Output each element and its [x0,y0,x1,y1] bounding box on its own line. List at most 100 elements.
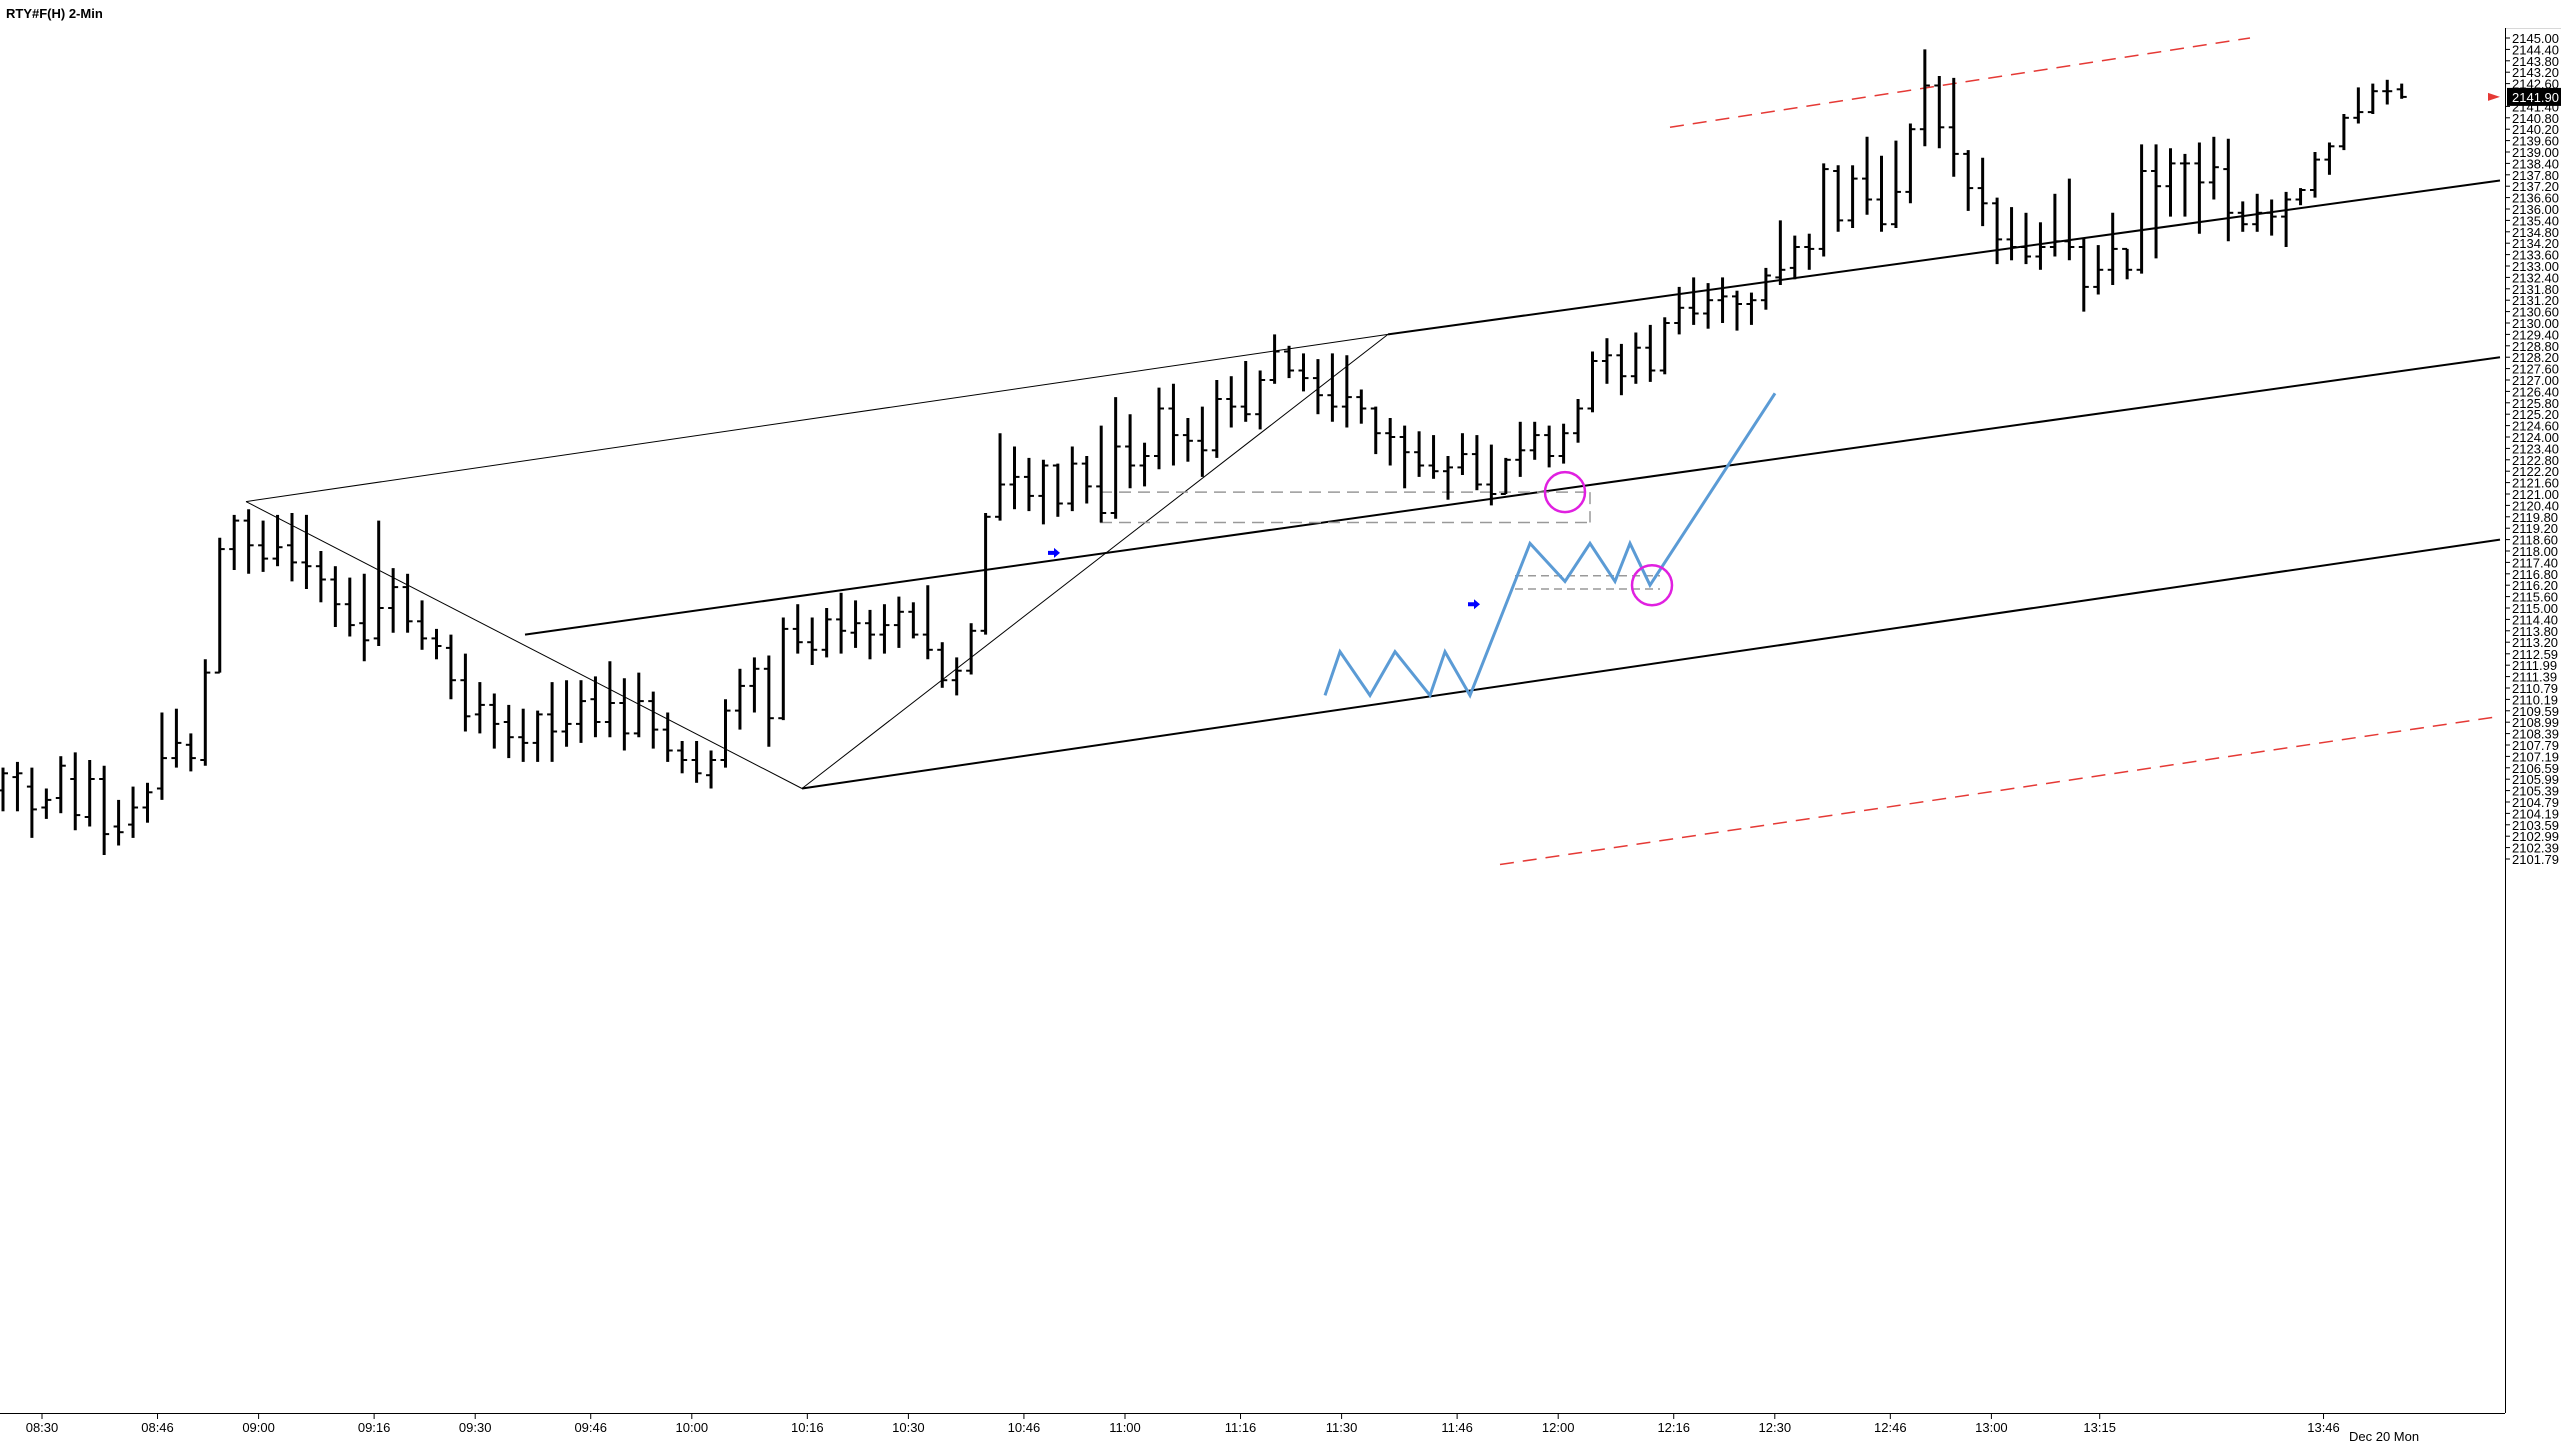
lower-warning-line[interactable] [1499,715,2501,866]
price-bar [821,608,832,658]
x-tick-label: 11:00 [1109,1420,1141,1435]
y-tick-label: 2139.00 [2512,145,2559,160]
x-tick-label: 12:46 [1874,1420,1907,1435]
price-bar [2252,193,2263,232]
y-tick-label: 2122.20 [2512,464,2559,479]
price-bar [1211,380,1222,458]
plot-area[interactable] [0,28,2505,1431]
price-bar [922,585,933,660]
y-tick-label: 2107.19 [2512,749,2559,764]
price-bar [330,566,341,627]
signal-arrow-icon[interactable] [1048,547,1060,558]
price-bar [2165,148,2176,217]
x-tick-label: 10:00 [676,1420,709,1435]
price-bar [272,514,283,567]
price-bar [792,604,803,654]
price-bar [344,577,355,637]
price-bar [26,767,37,838]
y-tick-label: 2123.40 [2512,441,2559,456]
price-bar [0,767,8,812]
time-axis[interactable]: 08:30 08:46 09:00 09:16 09:30 09:46 10:00 10:16… [26,1413,2340,1435]
price-bar [1601,338,1612,384]
price-bar [648,691,659,749]
price-bar [2093,245,2104,295]
y-tick-label: 2127.00 [2512,373,2559,388]
price-bar [1154,387,1164,470]
y-tick-label: 2104.19 [2512,806,2559,821]
y-tick-label: 2115.60 [2512,590,2558,605]
y-tick-label: 2136.00 [2512,202,2559,217]
x-tick-label: 11:30 [1326,1420,1358,1435]
price-bar [1269,334,1280,384]
y-tick-label: 2111.39 [2512,670,2557,685]
price-bar [431,628,442,660]
price-bar [879,604,890,654]
price-bar [1052,463,1063,517]
price-bar [55,756,66,814]
y-tick-label: 2103.59 [2512,818,2559,833]
y-tick-label: 2109.59 [2512,704,2559,719]
price-bar [691,741,702,783]
y-tick-label: 2102.39 [2512,841,2559,856]
entry-circle-icon[interactable] [1543,470,1587,514]
upper-channel-line[interactable] [1387,179,2501,336]
price-bar [2295,188,2306,206]
target-circle-icon[interactable] [1630,563,1674,607]
y-tick-label: 2114.40 [2512,612,2558,627]
upper-handle-line[interactable] [245,333,1389,503]
price-bar [2078,237,2089,312]
price-bar [489,693,500,749]
y-tick-label: 2128.80 [2512,339,2559,354]
price-bar [2035,222,2046,270]
price-bar [576,680,586,743]
price-bar [402,573,413,633]
price-bar [1876,155,1887,232]
y-tick-label: 2126.40 [2512,384,2559,399]
price-bar [1471,435,1482,491]
x-tick-label: 13:15 [2083,1420,2116,1435]
trendline-drawings[interactable] [245,37,2501,866]
price-bar [995,433,1006,521]
y-tick-label: 2138.40 [2512,156,2559,171]
x-tick-label: 10:30 [892,1420,925,1435]
price-bar [185,733,196,772]
price-bar [1659,317,1670,375]
price-bar [980,513,991,635]
price-axis[interactable]: 2145.002144.402143.802143.202142.602141.… [2505,31,2559,867]
price-bar [1558,423,1569,464]
price-bar [229,514,240,570]
projection-arrow-icon[interactable] [1468,599,1480,610]
y-tick-label: 2104.79 [2512,795,2559,810]
price-bar [1067,446,1078,512]
y-tick-label: 2130.60 [2512,305,2559,320]
price-bar [156,712,167,800]
price-bar [503,704,514,759]
price-bar [1919,49,1930,147]
x-tick-label: 09:16 [358,1420,391,1435]
price-bar [84,760,95,827]
y-tick-label: 2133.00 [2512,259,2559,274]
y-tick-label: 2120.40 [2512,498,2559,513]
projected-path-line[interactable] [1323,392,1777,699]
price-bar [1789,235,1800,280]
price-bar [388,568,399,633]
price-bar [1818,163,1829,257]
y-tick-label: 2119.80 [2512,510,2558,525]
price-bar [1674,286,1685,335]
y-tick-label: 2125.80 [2512,396,2559,411]
lower-channel-line[interactable] [801,538,2501,790]
price-bar [1197,406,1208,477]
upper-warning-line[interactable] [1669,37,2251,129]
y-tick-label: 2112.59 [2512,647,2558,662]
price-bar [1457,433,1468,475]
price-bar [2194,142,2205,234]
price-bar [1182,418,1193,462]
median-line[interactable] [524,356,2501,636]
price-bar [1746,292,1757,325]
price-bar [373,520,384,646]
y-tick-label: 2132.40 [2512,270,2559,285]
pivot-connector-line[interactable] [801,334,1389,789]
pivot-leg-line[interactable] [245,501,803,789]
y-tick-label: 2108.39 [2512,727,2559,742]
